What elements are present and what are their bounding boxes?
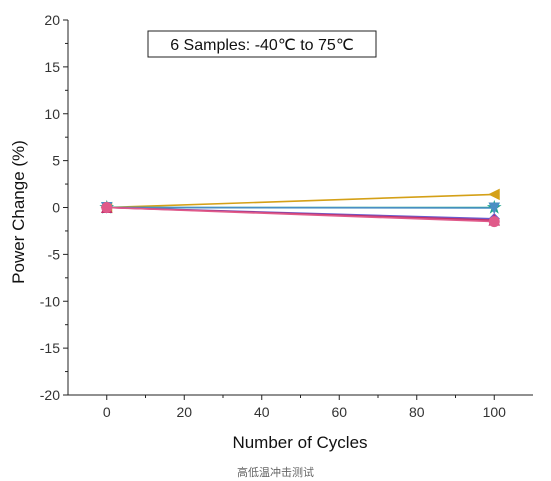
x-axis-title: Number of Cycles (232, 433, 367, 452)
x-tick-label: 60 (331, 404, 347, 420)
x-tick-label: 20 (176, 404, 192, 420)
image-caption: 高低温冲击测试 (237, 466, 314, 479)
series-line (106, 206, 495, 223)
y-tick-label: 0 (52, 200, 60, 216)
chart-canvas: 20 15 10 5 0 -5 -10 -15 -20 0 20 40 60 80 100 6 Sample… (9, 12, 533, 452)
y-tick-label: 5 (52, 153, 60, 169)
y-tick-label: -5 (48, 246, 61, 262)
y-tick-label: 20 (44, 12, 60, 28)
y-tick-label: 15 (44, 59, 60, 75)
data-point (488, 216, 500, 228)
y-axis-title: Power Change (%) (9, 140, 28, 284)
ticks: 20 15 10 5 0 -5 -10 -15 -20 0 20 40 60 80 100 (40, 12, 506, 420)
series-layer (99, 188, 502, 228)
x-tick-label: 100 (483, 404, 507, 420)
series-line (106, 193, 495, 209)
y-tick-label: -10 (40, 293, 60, 309)
data-point (488, 202, 501, 215)
x-tick-label: 0 (103, 404, 111, 420)
y-tick-label: -15 (40, 340, 60, 356)
annotation-text: 6 Samples: -40℃ to 75℃ (170, 37, 354, 54)
data-point (488, 188, 500, 201)
data-point (101, 202, 113, 213)
y-tick-label: 10 (44, 106, 60, 122)
annotation-box: 6 Samples: -40℃ to 75℃ (147, 30, 377, 58)
x-tick-label: 40 (254, 404, 270, 420)
series-line (106, 206, 495, 209)
x-tick-label: 80 (409, 404, 425, 420)
y-tick-label: -20 (40, 387, 60, 403)
